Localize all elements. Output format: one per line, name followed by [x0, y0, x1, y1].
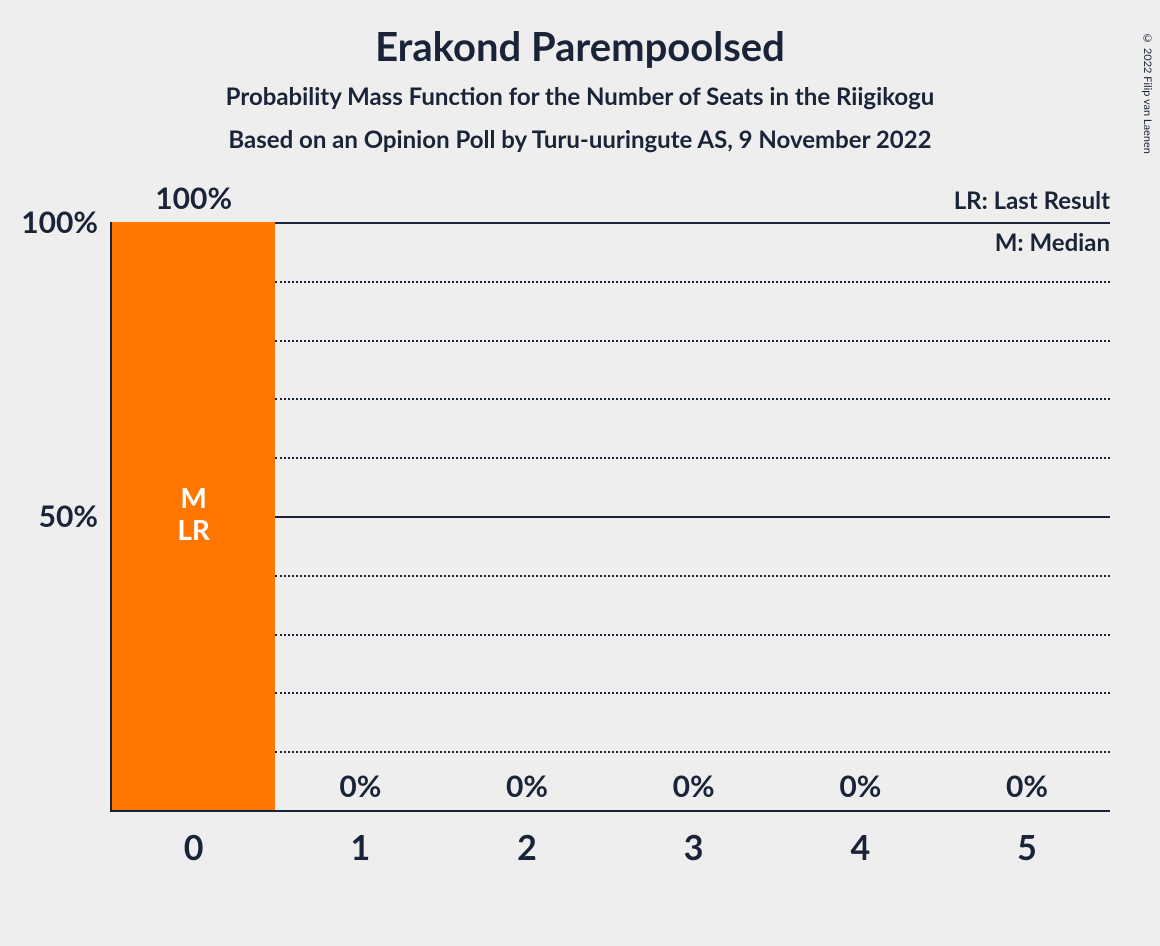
gridline-minor	[275, 575, 1110, 577]
y-tick-label: 100%	[21, 204, 98, 240]
bar-value-label: 0%	[506, 768, 548, 804]
gridline-minor	[275, 281, 1110, 283]
x-tick-label: 2	[517, 827, 537, 868]
legend-m: M: Median	[995, 228, 1110, 257]
bar-value-label: 100%	[155, 180, 232, 216]
gridline-minor	[275, 751, 1110, 753]
y-tick-label: 50%	[39, 498, 98, 534]
bar-value-label: 0%	[339, 768, 381, 804]
x-tick-label: 4	[850, 827, 870, 868]
chart-subtitle-2: Based on an Opinion Poll by Turu-uuringu…	[0, 125, 1160, 154]
x-tick-label: 0	[184, 827, 204, 868]
chart-plot-area: LR: Last Result M: Median 50%100%MLR100%…	[110, 222, 1110, 812]
gridline-minor	[275, 340, 1110, 342]
bar: MLR	[112, 222, 275, 810]
chart-title: Erakond Parempoolsed	[0, 22, 1160, 70]
x-tick-label: 5	[1017, 827, 1037, 868]
bar-value-label: 0%	[673, 768, 715, 804]
bar-value-label: 0%	[1006, 768, 1048, 804]
bar-marker: MLR	[177, 481, 210, 545]
gridline-major	[275, 222, 1110, 224]
gridline-minor	[275, 457, 1110, 459]
chart-subtitle-1: Probability Mass Function for the Number…	[0, 82, 1160, 111]
legend-lr: LR: Last Result	[954, 186, 1110, 215]
gridline-minor	[275, 398, 1110, 400]
bar-value-label: 0%	[839, 768, 881, 804]
gridline-minor	[275, 692, 1110, 694]
x-axis-line	[110, 810, 1110, 812]
gridline-minor	[275, 634, 1110, 636]
x-tick-label: 1	[350, 827, 370, 868]
copyright-text: © 2022 Filip van Laenen	[1141, 32, 1154, 154]
x-tick-label: 3	[684, 827, 704, 868]
